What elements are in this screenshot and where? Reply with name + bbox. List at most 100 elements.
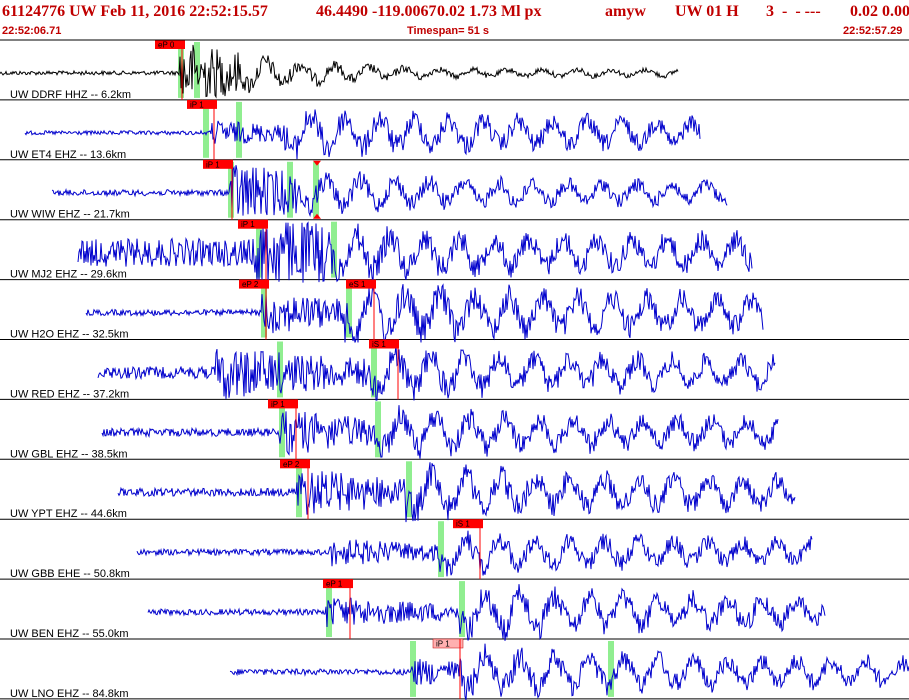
pick-box <box>369 339 399 349</box>
phase-pick[interactable]: iS 1 <box>369 339 399 400</box>
pick-box <box>238 219 268 229</box>
channel-label: UW BEN EHZ -- 55.0km <box>10 628 129 640</box>
phase-marker <box>410 641 416 697</box>
phase-pick[interactable]: iP 1 <box>187 99 217 160</box>
phase-pick[interactable]: eP 2 <box>239 279 269 340</box>
phase-marker <box>279 401 285 458</box>
phase-marker <box>178 42 184 98</box>
event-location: 46.4490 -119.0067 <box>316 3 437 20</box>
phase-marker <box>277 341 283 398</box>
tail-values: 0.02 0.00 <box>850 3 909 20</box>
phase-pick[interactable]: iP 1 <box>203 159 233 220</box>
time-bar: 22:52:06.71 Timespan= 51 s 22:52:57.29 <box>0 24 909 38</box>
start-time: 22:52:06.71 <box>2 25 62 37</box>
phase-pick[interactable]: iP 1 <box>432 638 464 699</box>
phase-pick[interactable]: eP 0 <box>155 40 185 100</box>
pick-box <box>453 519 483 529</box>
end-time: 22:52:57.29 <box>843 25 903 37</box>
pick-label: eP 1 <box>326 580 343 589</box>
pick-box <box>280 459 310 469</box>
pick-box <box>323 579 353 589</box>
phase-marker <box>261 281 267 338</box>
channel-row[interactable]: iP 1 UW MJ2 EHZ -- 29.6km <box>0 219 909 283</box>
channel-label: UW ET4 EHZ -- 13.6km <box>10 149 126 161</box>
waveform-trace <box>85 282 764 344</box>
pick-label: iP 1 <box>190 100 204 109</box>
channel-row[interactable]: iP 1 UW ET4 EHZ -- 13.6km <box>0 99 909 161</box>
channel-label: UW GBL EHZ -- 38.5km <box>10 448 128 460</box>
channel-row[interactable]: eP 2 eS 1 UW H2O EHZ -- 32.5km <box>0 279 909 344</box>
waveform-trace <box>51 165 728 218</box>
phase-marker <box>203 101 209 158</box>
pick-label: iP 1 <box>436 640 450 649</box>
waveform-trace <box>24 109 701 160</box>
channel-row[interactable]: iP 1 UW GBL EHZ -- 38.5km <box>0 399 909 460</box>
pick-label: iP 1 <box>206 160 220 169</box>
channel-row[interactable]: eP 1 UW BEN EHZ -- 55.0km <box>0 579 909 641</box>
waveform-trace <box>97 344 776 401</box>
event-magnitude: 0.02 1.73 Ml px <box>437 3 542 20</box>
waveform-trace <box>0 44 679 99</box>
channel-row[interactable]: iS 1 UW GBB EHE -- 50.8km <box>0 519 909 580</box>
channel-label: UW YPT EHZ -- 44.6km <box>10 508 127 520</box>
phase-marker <box>331 221 337 278</box>
pick-label: eP 2 <box>242 280 259 289</box>
phase-marker <box>608 641 614 697</box>
pick-label: iP 1 <box>241 220 255 229</box>
waveform-trace <box>117 462 796 523</box>
waveform-trace <box>229 643 909 700</box>
channel-label: UW LNO EHZ -- 84.8km <box>10 688 129 700</box>
phase-marker <box>438 521 444 578</box>
pick-box <box>155 40 185 49</box>
phase-pick[interactable]: iP 1 <box>268 399 298 460</box>
channel-label: UW H2O EHZ -- 32.5km <box>10 329 129 341</box>
pick-label: eP 0 <box>158 41 175 50</box>
pick-label: iP 1 <box>271 400 285 409</box>
channel-row[interactable]: eP 0 UW DDRF HHZ -- 6.2km <box>0 40 909 101</box>
pick-box <box>239 279 269 289</box>
pick-marker-icon <box>313 160 321 166</box>
phase-pick[interactable]: iS 1 <box>453 519 483 580</box>
pick-label: eP 2 <box>283 460 300 469</box>
phase-marker <box>346 281 352 338</box>
channel-row[interactable]: iS 1 UW RED EHZ -- 37.2km <box>0 339 909 401</box>
pick-label: iS 1 <box>372 340 386 349</box>
channel-row[interactable]: iP 1 UW LNO EHZ -- 84.8km <box>0 638 909 700</box>
phase-marker <box>406 461 412 518</box>
analyst-name: amyw <box>605 3 646 20</box>
network-flag: UW 01 H <box>675 3 739 20</box>
waveform-trace <box>77 221 753 283</box>
timespan: Timespan= 51 s <box>407 25 490 37</box>
phase-marker <box>375 401 381 458</box>
phase-marker <box>287 161 293 218</box>
pick-label: eS 1 <box>349 280 366 289</box>
channel-label: UW RED EHZ -- 37.2km <box>10 388 129 400</box>
pick-box <box>346 279 376 289</box>
phase-marker <box>371 341 377 398</box>
pick-marker-icon <box>313 213 321 219</box>
channel-row[interactable]: eP 2 UW YPT EHZ -- 44.6km <box>0 459 909 523</box>
phase-marker <box>459 581 465 637</box>
phase-pick[interactable]: eP 2 <box>280 459 310 520</box>
count-field: 3 - - --- <box>766 3 821 20</box>
pick-box <box>432 638 464 649</box>
pick-box <box>268 399 298 409</box>
phase-pick[interactable]: iP 1 <box>238 219 268 280</box>
channel-row[interactable]: iP 1 UW WIW EHZ -- 21.7km <box>0 159 909 221</box>
waveform-trace <box>136 530 813 577</box>
channel-label: UW MJ2 EHZ -- 29.6km <box>10 269 127 281</box>
channel-label: UW GBB EHE -- 50.8km <box>10 568 130 580</box>
event-id: 61124776 UW Feb 11, 2016 22:52:15.57 <box>2 3 268 20</box>
pick-box <box>203 159 233 169</box>
event-header: 61124776 UW Feb 11, 2016 22:52:15.57 46.… <box>0 0 909 24</box>
waveform-trace <box>101 405 779 459</box>
phase-pick[interactable]: eP 1 <box>323 579 353 639</box>
phase-pick[interactable]: eS 1 <box>346 279 376 340</box>
waveform-trace <box>147 584 826 641</box>
pick-box <box>187 99 217 109</box>
channel-label: UW DDRF HHZ -- 6.2km <box>10 89 131 101</box>
phase-marker <box>256 221 262 278</box>
pick-label: iS 1 <box>456 520 470 529</box>
phase-marker <box>326 581 332 637</box>
